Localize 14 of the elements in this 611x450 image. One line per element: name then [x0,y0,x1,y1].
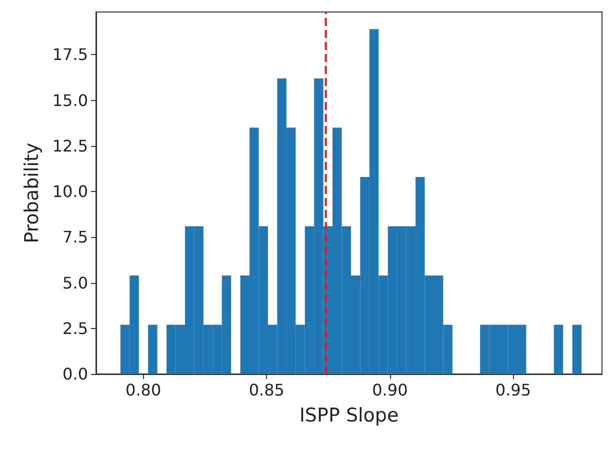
y-tick-label: 2.5 [62,318,88,338]
y-tick-label: 0.0 [62,364,88,384]
x-axis-title: ISPP Slope [299,404,399,426]
y-tick-label: 12.5 [52,136,88,156]
x-tick-label: 0.95 [495,380,532,400]
x-tick-label: 0.85 [248,380,284,400]
y-axis-title: Probability [20,142,43,244]
y-tick-label: 7.5 [62,228,88,247]
y-tick-label: 10.0 [52,182,88,202]
y-tick-label: 17.5 [52,45,88,64]
y-tick-label: 5.0 [62,273,88,292]
x-tick-label: 0.90 [372,380,408,400]
y-tick-label: 15.0 [52,90,88,110]
x-tick-label: 0.80 [126,380,162,400]
